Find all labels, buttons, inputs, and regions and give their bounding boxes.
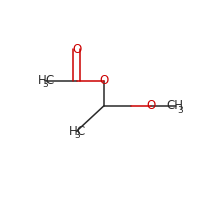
- Text: CH: CH: [166, 99, 183, 112]
- Text: O: O: [72, 43, 81, 56]
- Text: 3: 3: [43, 80, 48, 89]
- Text: O: O: [99, 74, 109, 87]
- Text: 3: 3: [74, 131, 80, 140]
- Text: C: C: [45, 74, 53, 87]
- Text: C: C: [76, 125, 84, 138]
- Text: 3: 3: [177, 106, 183, 115]
- Text: O: O: [146, 99, 155, 112]
- Text: H: H: [38, 74, 46, 87]
- Text: H: H: [69, 125, 77, 138]
